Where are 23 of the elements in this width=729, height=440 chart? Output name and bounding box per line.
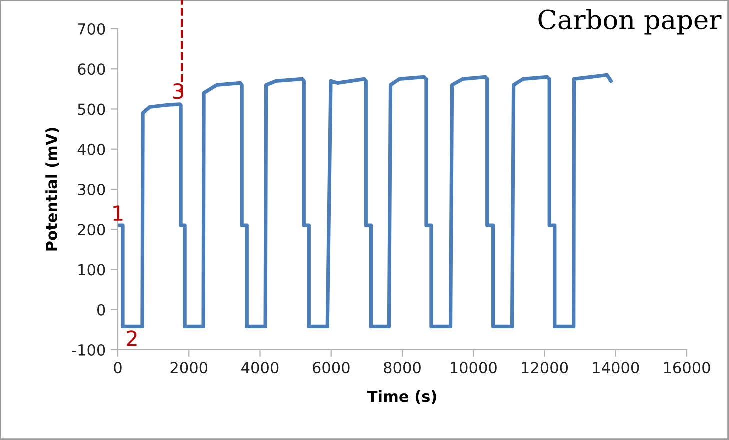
y-tick-label: 700 xyxy=(78,23,106,36)
y-tick-label: 600 xyxy=(78,64,106,76)
x-tick-label: 8000 xyxy=(384,362,421,374)
y-tick-label: -100 xyxy=(72,344,106,356)
x-tick-label: 14000 xyxy=(593,362,640,374)
y-tick-label: 100 xyxy=(78,264,106,276)
x-tick-label: 12000 xyxy=(522,362,568,374)
annotation: 2 xyxy=(127,330,137,346)
chart-title: Carbon paper xyxy=(538,9,722,35)
x-tick-label: 16000 xyxy=(664,362,710,374)
y-tick-label: 200 xyxy=(78,224,106,236)
annotation: 1 xyxy=(114,206,123,221)
x-tick-label: 10000 xyxy=(451,362,497,374)
x-tick-label: 2000 xyxy=(170,362,208,374)
y-tick-label: 500 xyxy=(78,104,106,116)
x-tick-label: 0 xyxy=(114,362,122,374)
x-tick-label: 4000 xyxy=(242,362,279,374)
y-tick-label: 0 xyxy=(97,304,106,316)
x-axis-title: Time (s) xyxy=(367,390,436,404)
y-tick-label: 300 xyxy=(78,184,106,196)
y-axis-title: Potential (mV) xyxy=(46,128,60,251)
y-tick-label: 400 xyxy=(78,144,106,156)
x-tick-label: 6000 xyxy=(313,362,350,374)
